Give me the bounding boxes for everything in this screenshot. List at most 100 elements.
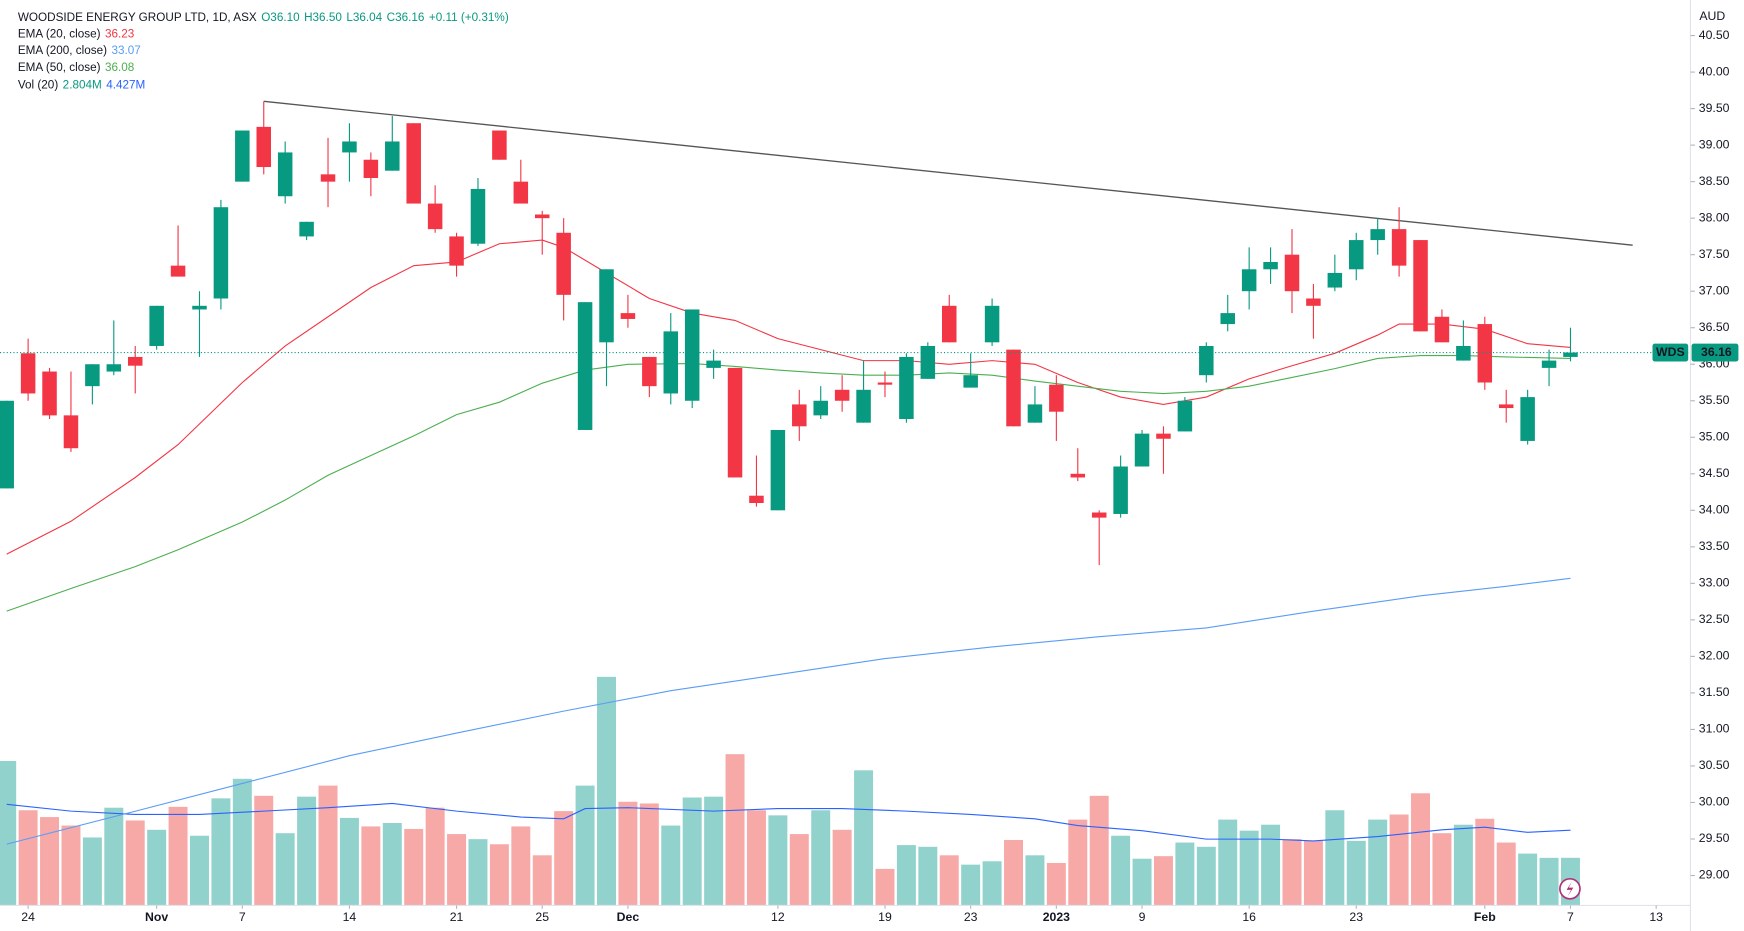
volume-bar [1518, 853, 1538, 906]
y-tick-label: 35.00 [1699, 430, 1730, 444]
icon-bolt [1566, 881, 1574, 897]
candle-body [1241, 269, 1257, 292]
candle-body [449, 236, 464, 266]
legend-ema: EMA (20, close) 36.23 [18, 28, 134, 41]
candle-body [770, 429, 786, 511]
volume-bar [1496, 842, 1516, 906]
candle-body [277, 152, 293, 197]
volume-bar [511, 826, 531, 906]
candle-body [385, 141, 400, 171]
candle-body [1199, 345, 1214, 376]
x-tick-label: Nov [145, 910, 168, 924]
candle-body [1284, 254, 1300, 292]
candle-body [1413, 240, 1428, 332]
x-tick-label: 23 [1349, 910, 1363, 924]
volume-bar [854, 770, 874, 906]
volume-bar [1303, 840, 1323, 906]
volume-bar [661, 825, 681, 906]
volume-bar [1261, 824, 1281, 906]
y-tick-label: 33.50 [1699, 539, 1730, 553]
legend-value: 36.23 [105, 28, 134, 41]
volume-bar [1282, 839, 1302, 906]
candle-body [213, 207, 229, 299]
y-tick-label: 29.00 [1699, 868, 1730, 882]
legend-name: EMA (200, close) [18, 44, 107, 57]
price-tag: 36.16 [1701, 345, 1732, 359]
x-tick-label: 7 [1567, 910, 1574, 924]
ohlc-open: O36.10 [261, 11, 300, 24]
candle-body [1498, 404, 1514, 409]
volume-bar [1411, 793, 1431, 906]
volume-bar [896, 845, 916, 906]
candle-body [899, 356, 914, 420]
volume-bar [704, 796, 724, 906]
candle-body [1370, 229, 1385, 241]
candle-body [834, 389, 850, 401]
volume-bar [1239, 830, 1259, 906]
y-tick-label: 30.00 [1699, 795, 1730, 809]
y-tick-label: 36.50 [1699, 320, 1730, 334]
volume-bar [404, 828, 424, 906]
volume-bar [468, 839, 488, 906]
candle-body [85, 364, 100, 387]
candle-body [1391, 229, 1407, 266]
axes: 29.00 29.50 30.00 30.50 31.00 31.50 32.00 32.50… [21, 28, 1739, 924]
legend-value: 4.427M [106, 79, 145, 92]
candle-body [727, 367, 743, 478]
y-tick-label: 37.50 [1699, 247, 1730, 261]
candle-body [534, 214, 550, 219]
x-tick-label: 24 [21, 910, 35, 924]
candle-body [1349, 240, 1364, 270]
volume-bar [339, 817, 359, 906]
candle-body [1477, 324, 1493, 383]
volume-bar [425, 807, 445, 906]
lightning-icon[interactable] [1559, 877, 1581, 900]
legend-value: 33.07 [112, 44, 141, 57]
volume-bar [1368, 819, 1388, 906]
candle-body [406, 123, 421, 204]
y-tick-label: 37.00 [1699, 283, 1730, 297]
volume-bar [147, 829, 167, 906]
y-tick-label: 38.50 [1699, 174, 1730, 188]
candle-body [470, 188, 486, 244]
legend-volume: Vol (20) 2.804M 4.427M [18, 79, 145, 92]
volume-bar [297, 796, 317, 906]
y-tick-label: 31.50 [1699, 685, 1730, 699]
volume-bar [554, 811, 574, 906]
y-tick-label: 38.00 [1699, 210, 1730, 224]
candle-body [63, 415, 79, 449]
ohlc-high: H36.50 [304, 11, 342, 24]
candle-body [363, 159, 379, 178]
volume-bar [1218, 819, 1238, 906]
legend-name: EMA (20, close) [18, 28, 101, 41]
candle-body [1091, 512, 1107, 518]
candle-body [556, 232, 571, 295]
volume-bar [939, 855, 959, 906]
candle-body [1177, 400, 1193, 432]
volume-bar [811, 810, 831, 906]
volume-bar [40, 817, 60, 906]
legend: WOODSIDE ENERGY GROUP LTD, 1D, ASX O36.10… [18, 11, 509, 92]
legend-symbol-line: WOODSIDE ENERGY GROUP LTD, 1D, ASX O36.10… [18, 11, 509, 24]
candle-body [42, 371, 57, 416]
x-tick-label: 25 [535, 910, 549, 924]
symbol: WOODSIDE ENERGY GROUP LTD, 1D, ASX [18, 11, 257, 24]
candle-body [856, 389, 871, 423]
x-tick-label: 23 [964, 910, 978, 924]
volume-bar [832, 829, 852, 906]
volume-bar [1132, 858, 1152, 906]
candle-body [941, 305, 957, 343]
candle-body [256, 126, 272, 168]
volume-bar [618, 801, 638, 906]
y-tick-label: 30.50 [1699, 758, 1730, 772]
ema-line [6, 577, 1571, 845]
volume-bar [1089, 795, 1109, 906]
candle-body [106, 364, 122, 372]
volume-bar [254, 795, 274, 906]
y-tick-label: 35.50 [1699, 393, 1730, 407]
volume-bar [1175, 842, 1195, 906]
candle-body [427, 203, 443, 230]
volume-bar [961, 864, 981, 906]
candle-body [127, 356, 143, 366]
candle-body [513, 181, 529, 204]
